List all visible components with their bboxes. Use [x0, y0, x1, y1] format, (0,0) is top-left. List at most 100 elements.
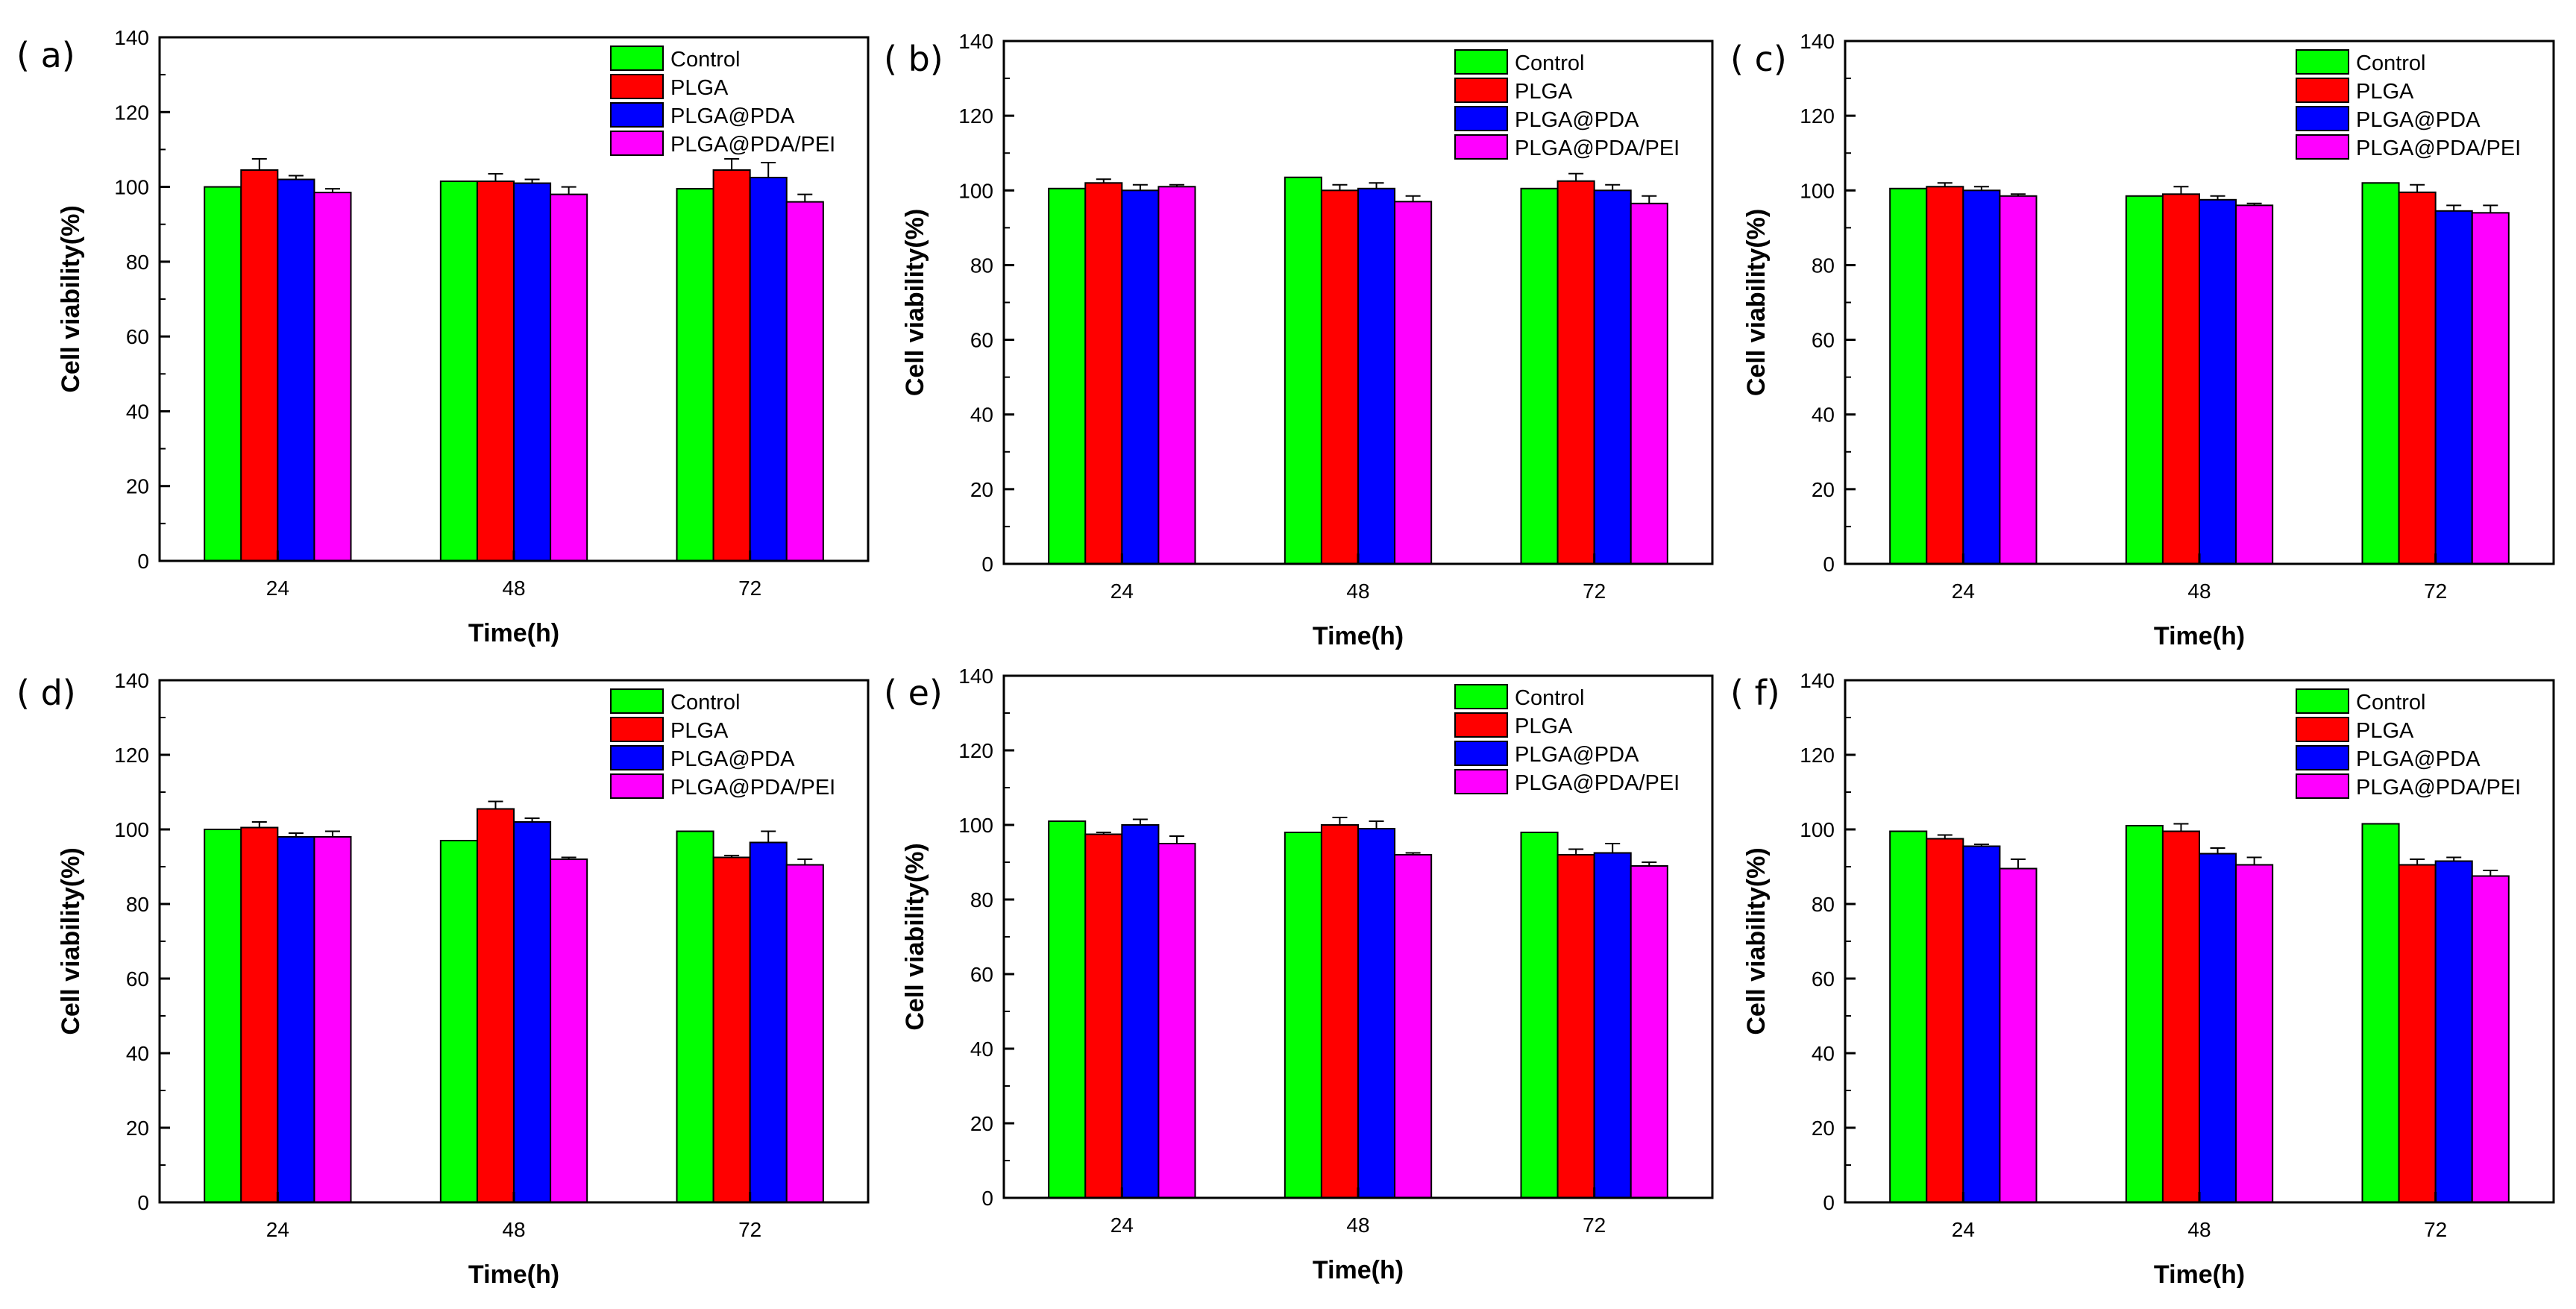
- bar-plga-pda-24: [277, 178, 315, 562]
- legend-swatch: [610, 45, 664, 71]
- y-tick-label: 100: [958, 814, 993, 837]
- bar-plga-24: [1926, 186, 1964, 565]
- y-tick-label: 0: [1823, 553, 1835, 576]
- y-axis-title: Cell viability(%): [901, 209, 929, 396]
- bar-plga-pda-24: [1962, 845, 2001, 1203]
- bar-plga-pda-24: [1121, 824, 1160, 1199]
- legend-swatch: [610, 102, 664, 128]
- y-tick-label: 20: [126, 475, 149, 498]
- bar-plga-72: [2398, 864, 2437, 1203]
- x-tick-label: 72: [1583, 580, 1606, 603]
- legend-swatch: [1454, 741, 1508, 766]
- bar-control-48: [439, 840, 478, 1203]
- bar-plga-pda-72: [749, 841, 788, 1203]
- plot-frame: [158, 36, 870, 562]
- legend-swatch: [2296, 134, 2349, 160]
- chart-panel-b: ( b) 0 20 40 60 80 100 120 140 24 48 72 Time(h) Cell …: [884, 30, 1714, 650]
- bar-plga-72: [1556, 854, 1595, 1199]
- y-tick-label: 0: [981, 553, 993, 576]
- y-tick-label: 120: [114, 101, 149, 124]
- y-tick-label: 100: [1800, 179, 1835, 202]
- legend-swatch: [610, 688, 664, 714]
- bar-plga-pda-pei-72: [2471, 212, 2510, 565]
- y-tick-label: 60: [1812, 967, 1835, 991]
- legend-swatch: [1454, 49, 1508, 75]
- bar-plga-pda-72: [1593, 852, 1632, 1199]
- y-tick-label: 140: [114, 26, 149, 49]
- legend-swatch: [1454, 684, 1508, 709]
- x-tick-label: 72: [2424, 580, 2447, 603]
- y-tick-label: 120: [1800, 104, 1835, 128]
- legend-swatch: [2296, 717, 2349, 742]
- bar-plga-24: [240, 826, 279, 1203]
- y-axis-title: Cell viability(%): [901, 843, 929, 1030]
- panel-label: ( b): [884, 39, 943, 79]
- bar-plga-pda-pei-24: [313, 192, 352, 562]
- x-tick-label: 48: [1346, 580, 1369, 603]
- y-tick-label: 0: [137, 1191, 149, 1214]
- bar-plga-72: [712, 856, 751, 1203]
- y-tick-label: 80: [1812, 254, 1835, 277]
- bar-control-72: [2361, 182, 2400, 565]
- x-axis-title: Time(h): [468, 1261, 559, 1289]
- chart-panel-c: ( c) 0 20 40 60 80 100 120 140 24 48 72 Time(h) Cell …: [1730, 30, 2555, 650]
- legend-swatch: [2296, 773, 2349, 799]
- x-tick-label: 72: [738, 577, 761, 600]
- legend-entry: Control: [670, 48, 741, 72]
- x-tick-label: 24: [266, 1218, 289, 1241]
- legend-swatch: [610, 745, 664, 770]
- bar-control-48: [2125, 195, 2164, 565]
- bar-control-72: [1520, 832, 1559, 1199]
- y-tick-label: 120: [958, 739, 993, 762]
- legend-swatch: [2296, 78, 2349, 103]
- bar-control-48: [439, 181, 478, 562]
- legend-swatch: [2296, 745, 2349, 770]
- y-axis-title: Cell viability(%): [1742, 847, 1771, 1035]
- y-tick-label: 20: [126, 1117, 149, 1140]
- legend-swatch: [610, 773, 664, 799]
- legend-entry: PLGA@PDA/PEI: [670, 776, 835, 800]
- y-tick-label: 60: [970, 329, 993, 352]
- y-tick-label: 120: [114, 744, 149, 767]
- legend-entry: PLGA: [670, 76, 729, 100]
- y-tick-label: 0: [981, 1187, 993, 1210]
- y-axis-title: Cell viability(%): [1742, 209, 1771, 396]
- bar-plga-pda-48: [2199, 198, 2237, 565]
- bar-plga-pda-24: [277, 836, 315, 1203]
- y-tick-label: 20: [970, 478, 993, 501]
- x-tick-label: 48: [1346, 1214, 1369, 1237]
- x-tick-label: 24: [1952, 580, 1975, 603]
- bar-plga-72: [2398, 191, 2437, 565]
- y-tick-label: 60: [126, 967, 149, 991]
- plot-frame: [1002, 40, 1714, 565]
- legend-entry: PLGA@PDA: [1515, 108, 1639, 132]
- legend-swatch: [2296, 688, 2349, 714]
- bar-plga-pda-pei-24: [1999, 195, 2038, 565]
- x-tick-label: 24: [1110, 580, 1134, 603]
- y-tick-label: 100: [114, 818, 149, 841]
- bar-plga-pda-pei-48: [550, 193, 588, 562]
- y-tick-label: 60: [1812, 329, 1835, 352]
- bar-plga-72: [712, 169, 751, 562]
- bar-plga-48: [476, 808, 515, 1203]
- bar-plga-pda-pei-72: [1630, 202, 1668, 565]
- bar-plga-48: [1320, 189, 1359, 565]
- chart-panel-d: ( d) 0 20 40 60 80 100 120 140 24 48 72 Time(h) Cell …: [16, 669, 870, 1289]
- legend-entry: PLGA@PDA/PEI: [1515, 136, 1680, 160]
- x-tick-label: 48: [502, 1218, 525, 1241]
- bar-plga-pda-pei-72: [2471, 875, 2510, 1203]
- legend-entry: PLGA: [1515, 80, 1573, 104]
- legend-entry: PLGA@PDA/PEI: [2356, 136, 2521, 160]
- legend-entry: Control: [2356, 691, 2426, 715]
- y-axis-title: Cell viability(%): [57, 847, 85, 1035]
- bar-plga-24: [1084, 182, 1123, 565]
- legend-swatch: [610, 717, 664, 742]
- x-tick-label: 72: [2424, 1218, 2447, 1241]
- legend-swatch: [2296, 106, 2349, 131]
- bar-plga-pda-24: [1121, 189, 1160, 565]
- y-tick-label: 100: [958, 179, 993, 202]
- bar-plga-48: [2161, 193, 2201, 565]
- y-tick-label: 120: [958, 104, 993, 128]
- legend-swatch: [2296, 49, 2349, 75]
- y-tick-label: 60: [970, 963, 993, 986]
